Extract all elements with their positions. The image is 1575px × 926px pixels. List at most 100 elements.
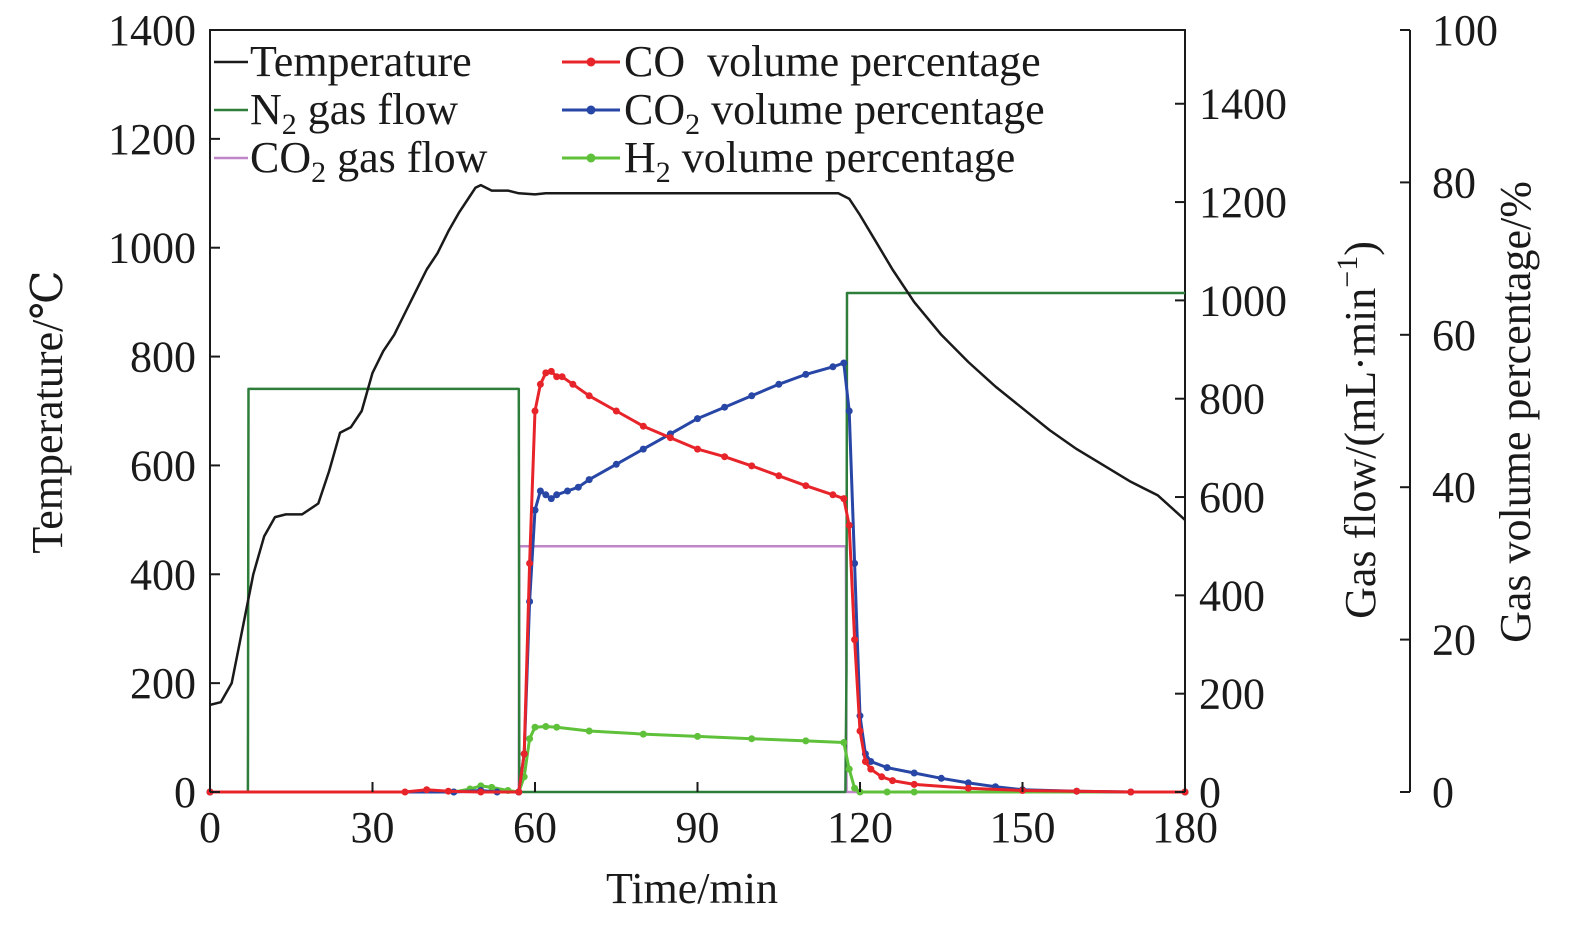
data-point-co2-volume-percentage — [694, 415, 701, 423]
data-point-co2-volume-percentage — [585, 476, 593, 484]
data-point-co-volume-percentage — [444, 787, 452, 795]
y3-tick-label: 20 — [1432, 616, 1476, 665]
data-point-co-volume-percentage — [802, 482, 810, 490]
data-point-co2-volume-percentage — [639, 445, 647, 453]
y3-tick-label: 60 — [1432, 311, 1476, 360]
data-point-co-volume-percentage — [520, 750, 528, 758]
y2-tick-label: 600 — [1199, 473, 1265, 522]
data-point-co-volume-percentage — [477, 788, 485, 796]
data-point-h2-volume-percentage — [910, 788, 918, 796]
data-point-co2-volume-percentage — [829, 363, 837, 371]
y2-tick-label: 800 — [1199, 375, 1265, 424]
series-line-co2-volume-percentage — [210, 361, 1185, 794]
y3-tick-label: 0 — [1432, 768, 1454, 817]
y-tick-label: 0 — [174, 768, 196, 817]
data-point-h2-volume-percentage — [802, 737, 810, 745]
y2-tick-label: 0 — [1199, 768, 1221, 817]
legend-n2-flow-post: gas flow — [297, 85, 459, 134]
x-tick-label: 90 — [676, 803, 720, 852]
series-n2-gas-flow — [210, 291, 1185, 794]
data-point-co-volume-percentage — [536, 380, 544, 388]
legend-co2-flow-pre: CO — [250, 133, 311, 182]
legend-h2-pct-post: volume percentage — [671, 133, 1016, 182]
legend-marker-h2-pct — [586, 153, 596, 163]
y2-tick-label: 1400 — [1199, 80, 1287, 129]
data-point-co-volume-percentage — [829, 491, 837, 499]
series-layer — [206, 183, 1189, 796]
x-tick-label: 120 — [827, 803, 893, 852]
data-point-co2-volume-percentage — [867, 758, 875, 765]
data-point-co-volume-percentage — [401, 788, 409, 796]
axes-layer: 0 30 60 90 120 150 180020040060080010001200140… — [108, 6, 1498, 852]
legend-label-temperature: Temperature — [250, 37, 472, 86]
data-point-co-volume-percentage — [1073, 787, 1081, 795]
y3-tick-label: 100 — [1432, 6, 1498, 55]
legend-co2-pct-pre: CO — [624, 85, 685, 134]
legend-co2-pct-sub: 2 — [685, 108, 700, 141]
data-point-co-volume-percentage — [748, 462, 756, 470]
data-point-co2-volume-percentage — [748, 392, 756, 400]
data-point-co-volume-percentage — [775, 472, 783, 480]
y2-tick-label: 400 — [1199, 571, 1265, 620]
y3-tick-label: 40 — [1432, 463, 1476, 512]
legend-co2-flow-post: gas flow — [326, 133, 488, 182]
series-line-n2-gas-flow — [210, 291, 1185, 794]
series-line-co-volume-percentage — [210, 369, 1185, 794]
series-co-volume-percentage — [206, 367, 1189, 796]
legend-marker-co-pct — [586, 57, 596, 67]
data-point-co-volume-percentage — [531, 407, 539, 415]
data-point-co2-volume-percentage — [553, 491, 561, 499]
legend-label-co-pct: CO volume percentage — [624, 37, 1041, 86]
data-point-h2-volume-percentage — [883, 788, 891, 796]
data-point-co-volume-percentage — [867, 765, 875, 773]
series-line-co2-gas-flow — [210, 544, 1185, 794]
y-tick-label: 200 — [130, 659, 196, 708]
data-point-co-volume-percentage — [964, 784, 972, 792]
legend-n2-flow-pre: N — [250, 85, 282, 134]
y2-axis-title-sup: −1 — [1331, 256, 1364, 288]
x-tick-label: 180 — [1152, 803, 1218, 852]
data-point-h2-volume-percentage — [526, 735, 534, 743]
data-point-co-volume-percentage — [1127, 788, 1135, 796]
data-point-co-volume-percentage — [845, 521, 853, 529]
y-axis-title: Temperature/℃ — [23, 270, 72, 553]
data-point-co2-volume-percentage — [775, 380, 783, 388]
data-point-co2-volume-percentage — [845, 407, 853, 415]
data-point-co-volume-percentage — [840, 495, 848, 503]
data-point-co-volume-percentage — [547, 367, 555, 375]
legend-label-co2-flow: CO2 gas flow — [250, 133, 488, 189]
y2-tick-label: 1200 — [1199, 178, 1287, 227]
data-point-co2-volume-percentage — [721, 403, 729, 411]
y2-axis-title-main: Gas flow/(mL·min — [1336, 288, 1385, 619]
legend-co2-pct-post: volume percentage — [700, 85, 1045, 134]
data-point-co2-volume-percentage — [542, 491, 550, 499]
data-point-h2-volume-percentage — [585, 727, 593, 735]
legend-marker-co2-pct — [586, 105, 596, 115]
y-tick-label: 1000 — [108, 224, 196, 273]
y3-axis-title: Gas volume percentage/% — [1491, 181, 1540, 643]
y2-tick-label: 200 — [1199, 670, 1265, 719]
y2-axis-title-close: ) — [1336, 241, 1385, 256]
y3-tick-label: 80 — [1432, 158, 1476, 207]
y2-axis-title: Gas flow/(mL·min−1) — [1331, 241, 1385, 619]
data-point-co2-volume-percentage — [574, 483, 582, 491]
data-point-co-volume-percentage — [878, 773, 886, 781]
data-point-co-volume-percentage — [515, 788, 523, 796]
legend-label-h2-pct: H2 volume percentage — [624, 133, 1015, 189]
x-tick-label: 60 — [513, 803, 557, 852]
y-tick-label: 600 — [130, 441, 196, 490]
x-tick-label: 30 — [351, 803, 395, 852]
y-tick-label: 1200 — [108, 115, 196, 164]
data-point-h2-volume-percentage — [531, 723, 539, 731]
y2-tick-label: 1000 — [1199, 276, 1287, 325]
x-axis-title: Time/min — [606, 864, 778, 913]
data-point-co-volume-percentage — [558, 373, 566, 381]
data-point-co-volume-percentage — [612, 407, 620, 415]
data-point-co2-volume-percentage — [612, 460, 620, 468]
data-point-h2-volume-percentage — [639, 730, 647, 738]
data-point-h2-volume-percentage — [553, 723, 561, 731]
data-point-co-volume-percentage — [639, 422, 647, 430]
data-point-co2-volume-percentage — [840, 359, 848, 367]
data-point-co2-volume-percentage — [910, 769, 918, 777]
